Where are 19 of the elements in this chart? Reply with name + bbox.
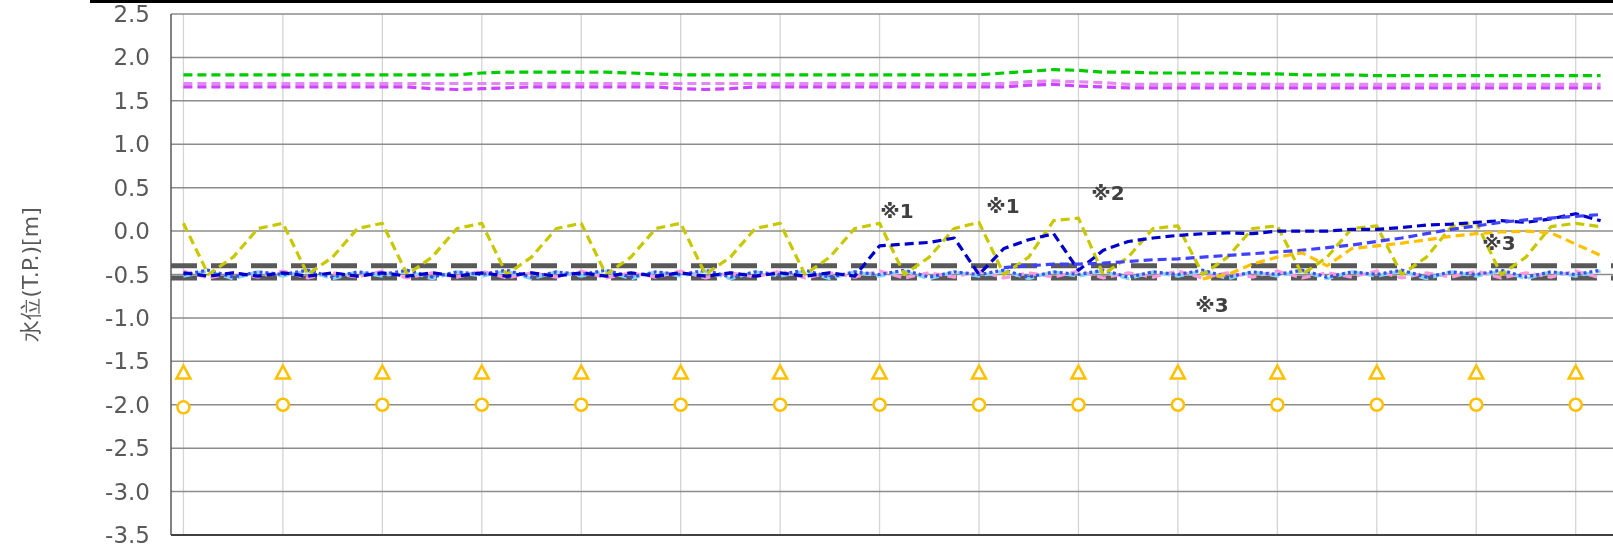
annotation: ※2 — [1091, 181, 1125, 205]
annotation: ※3 — [1482, 231, 1516, 255]
annotation: ※3 — [1195, 293, 1229, 317]
y-tick-label: -2.0 — [105, 391, 150, 418]
y-tick-label: -3.0 — [105, 478, 150, 505]
y-tick-label: -2.5 — [105, 435, 150, 462]
y-tick-label: 1.0 — [113, 131, 150, 158]
y-tick-label: -0.5 — [105, 261, 150, 288]
y-tick-label: -3.5 — [105, 522, 150, 544]
annotation: ※1 — [880, 199, 914, 223]
y-tick-label: -1.5 — [105, 348, 150, 375]
y-tick-label: 0.0 — [113, 218, 150, 245]
y-tick-label: 2.5 — [113, 1, 150, 27]
annotation: ※1 — [986, 194, 1020, 218]
y-axis-title: 水位(T.P.)[m] — [18, 207, 43, 342]
y-tick-label: 2.0 — [113, 44, 150, 71]
y-tick-label: 1.5 — [113, 87, 150, 114]
y-tick-label: 0.5 — [113, 174, 150, 201]
y-tick-label: -1.0 — [105, 304, 150, 331]
